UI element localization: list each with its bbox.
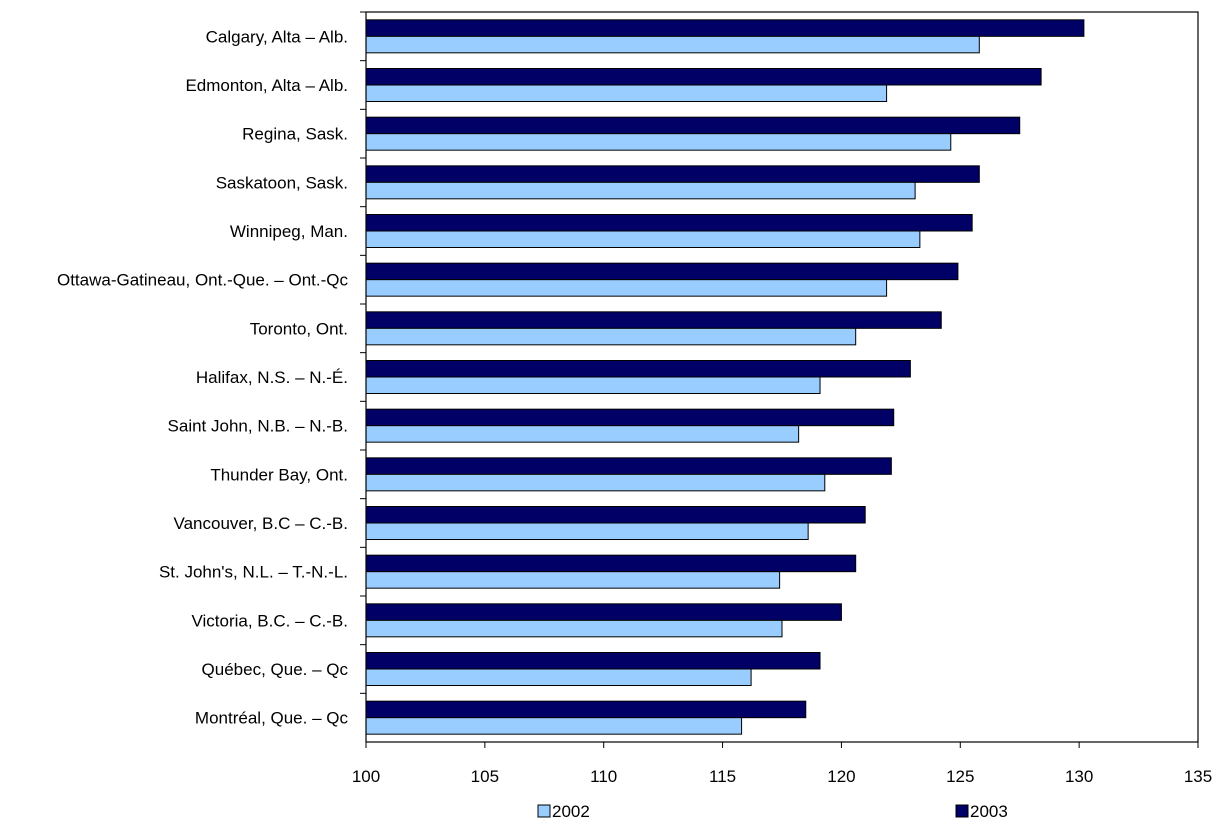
bar-2002 bbox=[365, 230, 921, 248]
category-label: Victoria, B.C. – C.-B. bbox=[191, 611, 348, 630]
bar-2002 bbox=[365, 133, 952, 151]
bar-2003 bbox=[365, 214, 973, 232]
bar-2002 bbox=[365, 571, 781, 589]
category-label: Ottawa-Gatineau, Ont.-Que. – Ont.-Qc bbox=[57, 271, 349, 290]
category-label: Edmonton, Alta – Alb. bbox=[185, 76, 348, 95]
legend-label: 2003 bbox=[970, 802, 1008, 821]
category-label: Calgary, Alta – Alb. bbox=[206, 27, 348, 46]
category-label: Thunder Bay, Ont. bbox=[210, 465, 348, 484]
plot-frame bbox=[365, 11, 1199, 743]
bar-2002 bbox=[365, 35, 980, 54]
x-tick-label: 115 bbox=[709, 767, 736, 786]
x-tick-label: 125 bbox=[946, 767, 974, 786]
category-label: St. John's, N.L. – T.-N.-L. bbox=[159, 563, 348, 582]
bar-2002 bbox=[365, 619, 783, 638]
bar-2002 bbox=[365, 279, 888, 297]
x-tick-label: 105 bbox=[471, 767, 499, 786]
legend-label: 2002 bbox=[552, 802, 590, 821]
category-label: Regina, Sask. bbox=[242, 125, 348, 144]
legend: 2002 2003 bbox=[537, 802, 1008, 821]
bar-2003 bbox=[365, 603, 842, 621]
category-label: Saskatoon, Sask. bbox=[216, 173, 348, 192]
legend-swatch bbox=[537, 804, 551, 818]
bar-2002 bbox=[365, 181, 916, 200]
bar-2003 bbox=[365, 360, 911, 378]
bar-2003 bbox=[365, 554, 857, 573]
bars-layer bbox=[365, 19, 1085, 735]
legend-item-2003: 2003 bbox=[955, 802, 1008, 821]
category-label: Québec, Que. – Qc bbox=[202, 660, 349, 679]
bar-2002 bbox=[365, 473, 826, 492]
bar-2003 bbox=[365, 506, 866, 524]
bar-2003 bbox=[365, 68, 1042, 86]
bar-2003 bbox=[365, 116, 1021, 135]
x-tick-label: 130 bbox=[1065, 767, 1093, 786]
category-label: Halifax, N.S. – N.-É. bbox=[196, 368, 348, 387]
legend-item-2002: 2002 bbox=[537, 802, 590, 821]
bar-2003 bbox=[365, 19, 1085, 37]
x-tick-label: 135 bbox=[1184, 767, 1212, 786]
bar-2002 bbox=[365, 425, 800, 443]
bar-2003 bbox=[365, 457, 892, 475]
x-tick-label: 100 bbox=[352, 767, 380, 786]
bar-2003 bbox=[365, 311, 942, 329]
bar-2002 bbox=[365, 717, 743, 735]
legend-swatch bbox=[955, 804, 969, 818]
bar-2003 bbox=[365, 408, 895, 427]
category-label: Winnipeg, Man. bbox=[230, 222, 348, 241]
bar-2003 bbox=[365, 165, 980, 183]
category-label: Toronto, Ont. bbox=[250, 319, 348, 338]
bar-2002 bbox=[365, 376, 821, 394]
bar-2002 bbox=[365, 668, 752, 686]
bar-2003 bbox=[365, 700, 807, 719]
category-label: Montréal, Que. – Qc bbox=[195, 709, 349, 728]
x-axis: 100 105 110 115 120 125 130 135 bbox=[352, 11, 1212, 786]
x-tick-label: 120 bbox=[827, 767, 855, 786]
x-tick-label: 110 bbox=[590, 767, 617, 786]
category-label: Saint John, N.B. – N.-B. bbox=[168, 417, 348, 436]
bar-2003 bbox=[365, 262, 959, 281]
category-label: Vancouver, B.C – C.-B. bbox=[174, 514, 348, 533]
bar-2002 bbox=[365, 522, 809, 540]
bar-2002 bbox=[365, 327, 857, 346]
category-labels: Calgary, Alta – Alb. Edmonton, Alta – Alb… bbox=[57, 27, 349, 727]
bar-2002 bbox=[365, 84, 888, 102]
bar-2003 bbox=[365, 652, 821, 670]
